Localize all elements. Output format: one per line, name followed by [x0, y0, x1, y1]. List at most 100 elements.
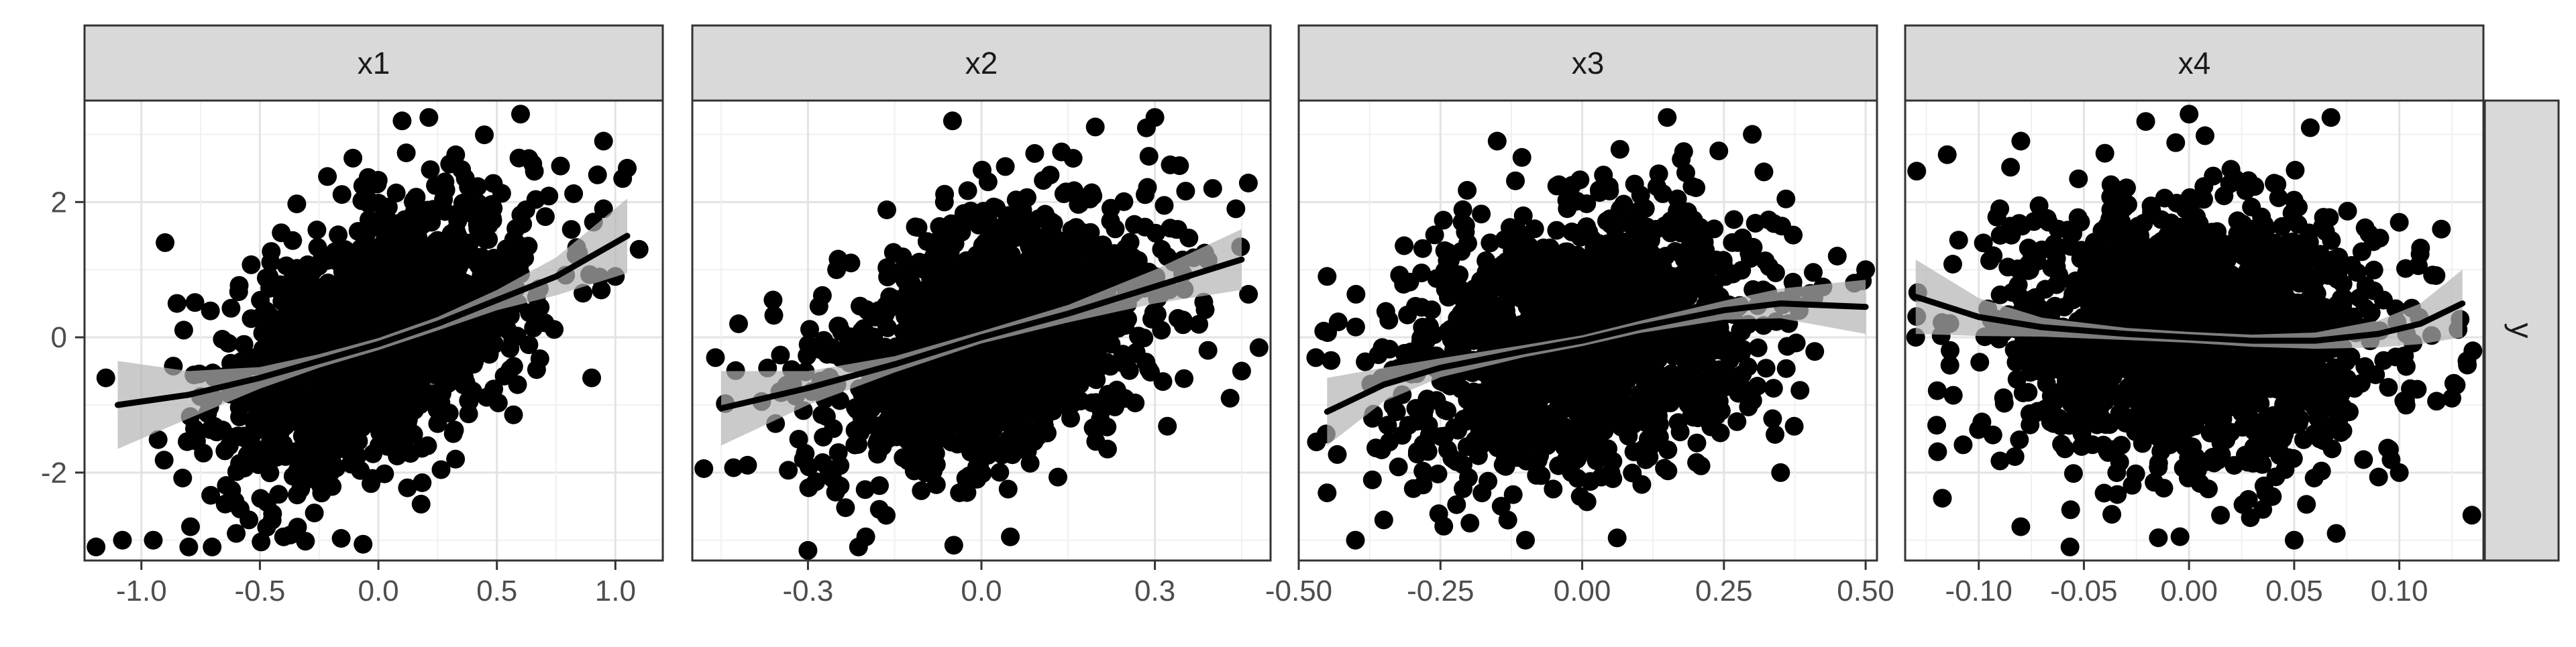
data-point [1176, 182, 1195, 200]
data-point [324, 455, 343, 474]
data-point [364, 279, 382, 298]
data-point [336, 260, 355, 279]
data-point [1438, 402, 1456, 420]
facet-strip-label: x1 [358, 46, 390, 80]
data-point [1203, 179, 1222, 198]
data-point [1460, 514, 1479, 532]
data-point [1390, 266, 1409, 284]
data-point [1199, 341, 1218, 360]
data-point [1520, 308, 1539, 327]
data-point [1030, 263, 1049, 282]
x-axis-tick-label: -0.25 [1407, 575, 1474, 607]
data-point [1071, 278, 1090, 297]
data-point [1668, 190, 1687, 209]
data-point [379, 198, 398, 217]
data-point [828, 250, 847, 269]
data-point [1375, 511, 1393, 530]
data-point [989, 438, 1008, 457]
data-point [318, 251, 337, 270]
data-point [1688, 434, 1707, 453]
data-point [1527, 466, 1546, 485]
data-point [446, 227, 465, 246]
data-point [979, 275, 998, 294]
data-point [1676, 286, 1695, 304]
data-point [1389, 457, 1408, 476]
data-point [459, 392, 478, 410]
data-point [1102, 212, 1120, 231]
data-point [421, 160, 440, 179]
data-point [1785, 417, 1804, 436]
data-point [588, 166, 607, 184]
data-point [1787, 334, 1806, 353]
data-point [335, 414, 354, 432]
data-point [364, 445, 382, 463]
data-point [1804, 263, 1823, 282]
data-point [1656, 218, 1675, 237]
data-point [1601, 215, 1619, 233]
data-point [459, 178, 478, 196]
data-point [857, 528, 875, 546]
data-point [1552, 350, 1571, 369]
data-point [1454, 200, 1472, 219]
data-point [545, 320, 564, 339]
data-point [194, 444, 213, 463]
data-point [959, 411, 977, 430]
data-point [1649, 389, 1668, 408]
data-point [401, 444, 420, 463]
data-point [1226, 199, 1245, 218]
data-point [412, 495, 431, 514]
data-point [1493, 267, 1512, 286]
data-point [990, 463, 1009, 482]
data-point [1679, 348, 1698, 367]
data-point [877, 200, 896, 219]
x-axis-tick-label: -0.3 [782, 575, 833, 607]
data-point [179, 538, 198, 556]
data-point [1447, 495, 1466, 514]
data-point [1221, 389, 1240, 408]
data-point [519, 150, 538, 168]
data-point [1727, 412, 1746, 431]
data-point [1346, 285, 1365, 304]
x-axis-tick-label: 0.00 [1554, 575, 1611, 607]
data-point [1757, 359, 1776, 377]
data-point [1739, 244, 1758, 263]
data-point [1944, 386, 1963, 405]
data-point [539, 186, 558, 205]
data-point [826, 483, 845, 502]
data-point [341, 391, 360, 410]
data-point [287, 194, 306, 213]
data-point [1471, 434, 1490, 453]
data-point [1692, 274, 1711, 293]
data-point [922, 286, 941, 305]
data-point [1504, 485, 1523, 504]
data-point [1513, 148, 1532, 167]
data-point [935, 192, 954, 211]
data-point [1061, 409, 1080, 428]
data-point [1731, 321, 1750, 340]
data-point [87, 538, 105, 556]
data-point [909, 218, 928, 237]
data-point [1548, 284, 1567, 303]
data-point [1739, 381, 1758, 400]
data-point [946, 234, 965, 253]
data-point [479, 230, 498, 249]
data-point [1580, 306, 1599, 325]
data-point [448, 212, 467, 231]
data-point [922, 449, 941, 468]
data-point [418, 354, 437, 373]
data-point [2463, 506, 2481, 524]
data-point [360, 211, 378, 229]
data-point [895, 323, 914, 342]
data-point [1707, 251, 1726, 270]
data-point [241, 255, 260, 274]
data-point [1179, 229, 1198, 247]
data-point [307, 221, 326, 239]
data-point [449, 258, 468, 277]
data-point [1676, 164, 1695, 182]
data-point [155, 451, 174, 469]
data-point [1438, 251, 1456, 270]
data-point [1329, 312, 1348, 331]
data-point [1625, 175, 1644, 194]
data-point [779, 461, 798, 479]
